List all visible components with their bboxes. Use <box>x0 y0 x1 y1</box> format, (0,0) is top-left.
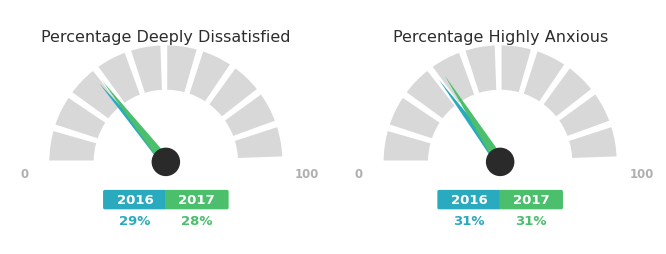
Wedge shape <box>207 67 259 119</box>
FancyBboxPatch shape <box>500 190 563 210</box>
Wedge shape <box>522 51 566 104</box>
Wedge shape <box>382 130 432 162</box>
Wedge shape <box>464 45 498 95</box>
Wedge shape <box>500 45 533 94</box>
Wedge shape <box>54 97 107 140</box>
Polygon shape <box>445 76 498 155</box>
Text: 2016: 2016 <box>451 193 488 206</box>
Text: 100: 100 <box>295 167 320 180</box>
Polygon shape <box>103 82 162 156</box>
Wedge shape <box>166 45 198 94</box>
Wedge shape <box>233 126 284 160</box>
Text: 28%: 28% <box>181 214 212 227</box>
Text: 29%: 29% <box>119 214 151 227</box>
Circle shape <box>487 149 513 176</box>
Text: 100: 100 <box>629 167 654 180</box>
Text: 0: 0 <box>354 167 363 180</box>
Text: 0: 0 <box>20 167 29 180</box>
Wedge shape <box>431 52 476 105</box>
FancyBboxPatch shape <box>438 190 501 210</box>
FancyBboxPatch shape <box>165 190 228 210</box>
Text: 2017: 2017 <box>513 193 549 206</box>
Text: 2017: 2017 <box>178 193 215 206</box>
Text: 2016: 2016 <box>117 193 153 206</box>
Wedge shape <box>129 45 163 95</box>
Polygon shape <box>439 80 497 155</box>
Text: Percentage Highly Anxious: Percentage Highly Anxious <box>392 29 608 44</box>
Text: Percentage Deeply Dissatisfied: Percentage Deeply Dissatisfied <box>41 29 290 44</box>
Wedge shape <box>541 67 593 119</box>
Wedge shape <box>557 93 611 138</box>
Wedge shape <box>567 126 618 160</box>
Circle shape <box>153 149 179 176</box>
Wedge shape <box>97 52 142 105</box>
Wedge shape <box>188 51 232 104</box>
Wedge shape <box>388 97 442 140</box>
Wedge shape <box>71 70 123 121</box>
Wedge shape <box>223 93 276 138</box>
Wedge shape <box>48 130 98 162</box>
Wedge shape <box>405 70 457 121</box>
Polygon shape <box>99 84 162 156</box>
Text: 31%: 31% <box>515 214 547 227</box>
Text: 31%: 31% <box>454 214 485 227</box>
FancyBboxPatch shape <box>103 190 166 210</box>
